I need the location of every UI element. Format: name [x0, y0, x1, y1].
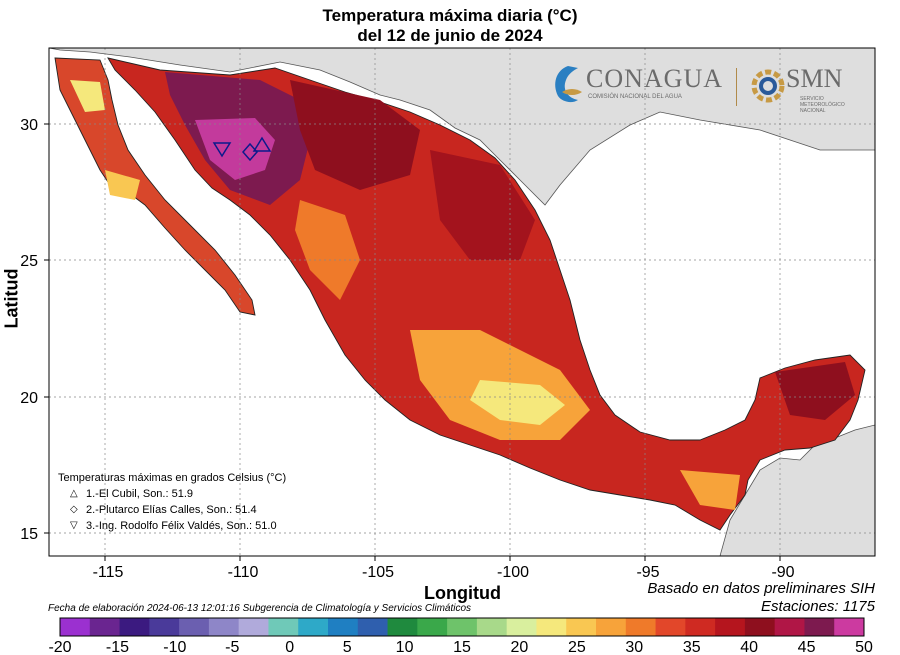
central-america-landmass [719, 424, 875, 556]
x-tick-label: -110 [228, 564, 259, 581]
baja-mild-north [70, 80, 105, 112]
diamond-icon: ◇ [70, 504, 78, 515]
logo-divider [736, 68, 737, 106]
x-tick-label: -95 [636, 564, 659, 581]
map-title: Temperatura máxima diaria (°C) [322, 6, 578, 25]
colorbar-swatch [357, 618, 389, 636]
mild-zone-chiapas [680, 470, 740, 510]
colorbar-swatch [238, 618, 269, 636]
colorbar-tick-label: 50 [855, 639, 873, 655]
colorbar-swatch [744, 618, 776, 636]
colorbar-tick-label: 30 [625, 639, 643, 655]
colorbar-swatch [715, 618, 746, 636]
colorbar-tick-label: -5 [225, 639, 239, 655]
colorbar-swatch [655, 618, 686, 636]
y-tick-label: 15 [20, 526, 38, 543]
station-count: Estaciones: 1175 [761, 598, 875, 615]
colorbar-swatch [834, 618, 865, 636]
colorbar-swatch [179, 618, 210, 636]
y-tick-label: 25 [20, 253, 38, 270]
colorbar-swatch [625, 618, 657, 636]
colorbar-swatch [149, 618, 180, 636]
station-legend: Temperaturas máximas en grados Celsius (… [58, 470, 286, 534]
triangle-up-icon: △ [70, 488, 78, 499]
legend-item: △ 1.-El Cubil, Son.: 51.9 [58, 486, 286, 502]
colorbar-tick-label: 45 [798, 639, 816, 655]
conagua-subtitle: COMISIÓN NACIONAL DEL AGUA [588, 94, 682, 100]
colorbar-swatch [506, 618, 537, 636]
y-tick-label: 20 [20, 390, 38, 407]
data-source-note: Basado en datos preliminares SIH [647, 580, 875, 597]
colorbar-swatch [119, 618, 150, 636]
colorbar-swatch [387, 618, 418, 636]
colorbar-tick-label: 25 [568, 639, 586, 655]
colorbar-swatch [536, 618, 567, 636]
colorbar-tick-label: -20 [48, 639, 71, 655]
conagua-wordmark: CONAGUA [586, 64, 723, 93]
colorbar-swatch [685, 618, 716, 636]
station-marker-el-cubil [252, 136, 272, 152]
legend-item-label: 1.-El Cubil, Son.: 51.9 [86, 488, 194, 500]
legend-item: ▽ 3.-Ing. Rodolfo Félix Valdés, Son.: 51.… [58, 518, 286, 534]
logos: CONAGUA COMISIÓN NACIONAL DEL AGUA SMN S… [548, 60, 864, 114]
creation-date-note: Fecha de elaboración 2024-06-13 12:01:16… [48, 603, 472, 614]
colorbar-swatch [596, 618, 627, 636]
mild-zone-sierra [295, 200, 360, 300]
baja-california [54, 57, 256, 316]
colorbar-swatch [89, 618, 121, 636]
colorbar-swatch [476, 618, 508, 636]
x-axis-label: Longitud [424, 583, 501, 603]
baja-mild-south [105, 170, 140, 200]
colorbar-tick-label: 5 [343, 639, 352, 655]
colorbar-swatch [268, 618, 299, 636]
x-tick-label: -105 [362, 564, 394, 581]
colorbar [59, 617, 865, 637]
colorbar-swatch [298, 618, 329, 636]
colorbar-swatch [208, 618, 240, 636]
colorbar-tick-label: 10 [396, 639, 414, 655]
smn-wordmark: SMN [786, 64, 843, 93]
colorbar-swatch [447, 618, 478, 636]
legend-title: Temperaturas máximas en grados Celsius (… [58, 472, 287, 484]
conagua-logo-icon [555, 66, 582, 103]
smn-subtitle: SERVICIO METEOROLÓGICO NACIONAL [800, 96, 845, 114]
heat-core-nuevoleon [430, 150, 535, 260]
colorbar-tick-label: -10 [163, 639, 186, 655]
smn-logo-icon [751, 69, 785, 103]
map-subtitle: del 12 de junio de 2024 [357, 26, 543, 45]
station-marker-rodolfo-felix-valdes [212, 142, 232, 158]
colorbar-swatch [804, 618, 835, 636]
heat-peak-sonora [195, 118, 275, 180]
station-marker-plutarco-elias-calles [242, 142, 258, 162]
y-tick-label: 30 [20, 117, 38, 134]
y-axis-label: Latitud [1, 268, 22, 329]
colorbar-tick-label: 40 [740, 639, 758, 655]
colorbar-tick-label: -15 [106, 639, 129, 655]
heat-core-coahuila [290, 80, 420, 190]
x-tick-label: -115 [93, 564, 124, 581]
mild-zone-core [470, 380, 565, 425]
colorbar-tick-label: 20 [511, 639, 529, 655]
colorbar-tick-label: 0 [285, 639, 294, 655]
colorbar-swatch [60, 618, 91, 636]
colorbar-tick-label: 35 [683, 639, 701, 655]
colorbar-border [59, 617, 865, 637]
legend-item-label: 3.-Ing. Rodolfo Félix Valdés, Son.: 51.0 [86, 520, 277, 532]
colorbar-swatch [417, 618, 448, 636]
heat-core-yucatan [775, 362, 855, 420]
colorbar-swatch [774, 618, 805, 636]
x-tick-label: -90 [771, 564, 794, 581]
usa-landmass [49, 48, 875, 206]
colorbar-labels: -20 -15 -10 -5 0 5 10 15 20 25 30 35 40 45 50 [48, 639, 873, 655]
triangle-down-icon: ▽ [70, 520, 78, 531]
colorbar-tick-label: 15 [453, 639, 471, 655]
colorbar-swatch [566, 618, 597, 636]
legend-item: ◇ 2.-Plutarco Elías Calles, Son.: 51.4 [58, 502, 286, 518]
colorbar-swatch [328, 618, 359, 636]
x-tick-label: -100 [497, 564, 529, 581]
map-border [48, 47, 876, 557]
legend-item-label: 2.-Plutarco Elías Calles, Son.: 51.4 [86, 504, 257, 516]
